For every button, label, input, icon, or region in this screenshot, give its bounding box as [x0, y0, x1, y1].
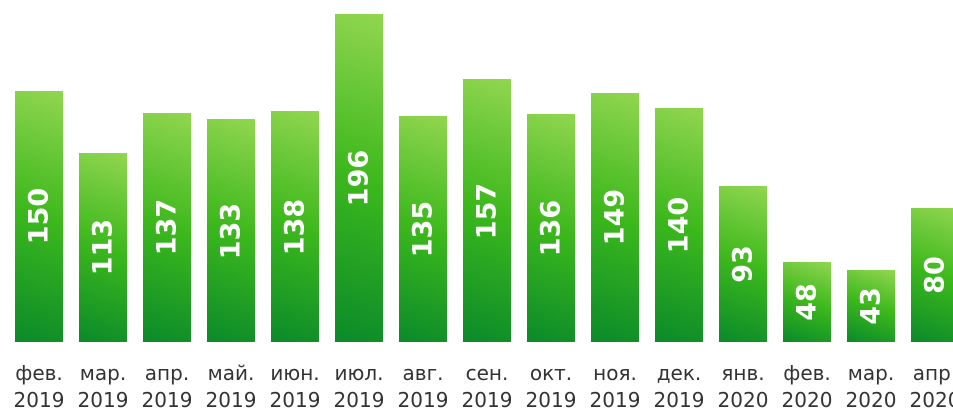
value-label: 113 [87, 219, 119, 276]
bar: 150 [15, 90, 63, 342]
value-label: 80 [919, 256, 951, 294]
x-tick-label: апр. 2019 [141, 361, 193, 412]
x-tick-label: ноя. 2019 [589, 361, 641, 412]
bar: 196 [335, 14, 383, 342]
x-tick-label: фев. 2019 [13, 361, 65, 412]
value-label: 48 [791, 283, 823, 321]
bar: 135 [399, 116, 447, 342]
value-label: 157 [471, 182, 503, 239]
value-label: 149 [599, 189, 631, 246]
bar: 137 [143, 112, 191, 342]
bar: 157 [463, 79, 511, 342]
bar: 80 [911, 208, 953, 342]
value-label: 138 [279, 198, 311, 255]
bar: 43 [847, 270, 895, 342]
x-tick-label: июн. 2019 [269, 361, 321, 412]
x-tick-label: дек. 2019 [653, 361, 705, 412]
x-tick-label: фев. 2020 [781, 361, 833, 412]
value-label: 196 [343, 149, 375, 207]
bar: 140 [655, 107, 703, 342]
bar: 149 [591, 92, 639, 342]
x-tick-label: мар. 2019 [77, 361, 129, 412]
x-tick-label: авг. 2019 [397, 361, 449, 412]
value-label: 150 [23, 188, 55, 245]
x-tick-label: мар. 2020 [845, 361, 897, 412]
value-label: 140 [663, 196, 695, 254]
value-label: 136 [535, 200, 567, 257]
bar: 136 [527, 114, 575, 342]
value-label: 133 [215, 202, 247, 259]
bar: 138 [271, 111, 319, 342]
bar: 93 [719, 186, 767, 342]
value-label: 93 [727, 245, 759, 283]
x-tick-label: сен. 2019 [461, 361, 513, 412]
x-tick-label: окт. 2019 [525, 361, 577, 412]
value-label: 135 [407, 200, 439, 258]
x-tick-label: апр. 2020 [909, 361, 953, 412]
bar: 48 [783, 261, 831, 342]
x-tick-label: янв. 2020 [717, 361, 769, 412]
bar: 133 [207, 119, 255, 342]
x-tick-label: май. 2019 [205, 361, 257, 412]
value-label: 137 [151, 199, 183, 256]
bar: 113 [79, 152, 127, 342]
x-tick-label: июл. 2019 [333, 361, 385, 412]
value-label: 43 [855, 287, 887, 325]
